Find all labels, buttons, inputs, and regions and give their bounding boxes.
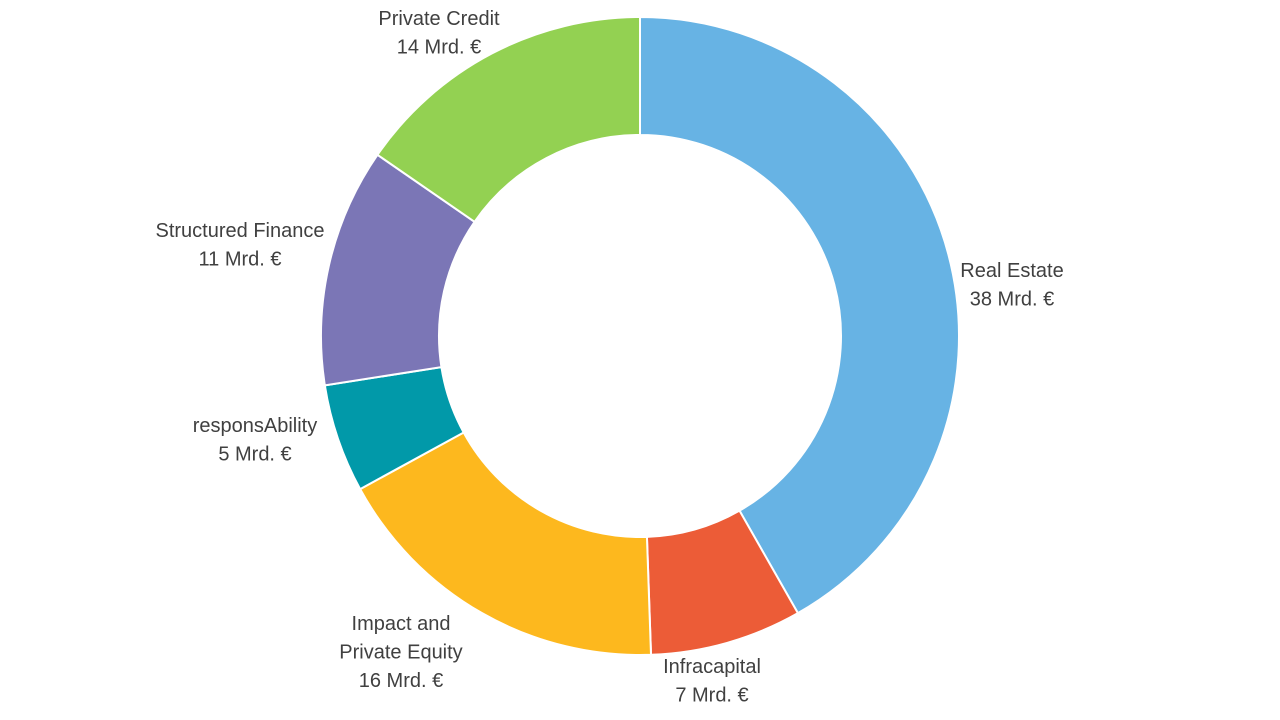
slice-label-private-credit: Private Credit 14 Mrd. €	[378, 8, 500, 59]
donut-slice-impact-and-private-equity	[358, 431, 653, 656]
slice-label-structured-finance: Structured Finance 11 Mrd. €	[156, 220, 325, 271]
slice-label-real-estate: Real Estate 38 Mrd. €	[960, 260, 1063, 311]
slice-label-infracapital: Infracapital 7 Mrd. €	[663, 656, 761, 707]
slice-labels: Real Estate 38 Mrd. € Infracapital 7 Mrd. €…	[156, 8, 1064, 707]
donut-slice-real-estate	[639, 15, 960, 615]
donut-slices	[320, 15, 960, 656]
slice-label-impact-and-private-equity: Impact and Private Equity 16 Mrd. €	[339, 613, 462, 692]
slice-label-responsability: responsAbility 5 Mrd. €	[193, 415, 318, 466]
donut-slice-private-credit	[376, 15, 641, 224]
